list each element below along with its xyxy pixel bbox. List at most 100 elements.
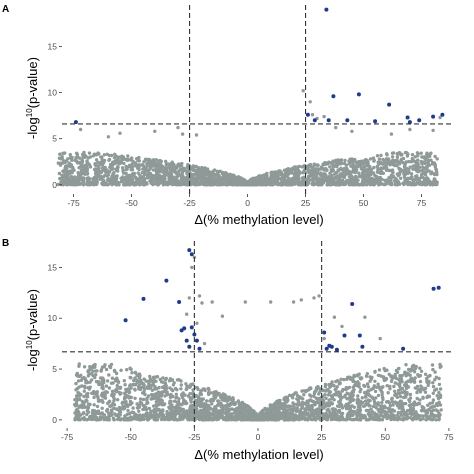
background-point (85, 167, 89, 171)
background-point (318, 387, 322, 391)
background-point (261, 408, 265, 412)
background-point (204, 169, 208, 173)
background-point (370, 410, 374, 414)
background-point (425, 395, 429, 400)
background-point (103, 182, 107, 187)
background-point (199, 392, 204, 397)
background-point (398, 383, 402, 387)
background-point (428, 154, 432, 158)
background-point (74, 178, 79, 182)
background-point (384, 181, 388, 186)
background-point (191, 167, 195, 172)
background-point (415, 164, 419, 168)
background-point (423, 161, 427, 166)
background-point (365, 382, 370, 386)
background-point (102, 153, 107, 157)
background-point (424, 155, 428, 159)
background-point (284, 181, 288, 185)
background-point (429, 172, 433, 176)
background-point (431, 398, 436, 402)
background-point (211, 399, 215, 403)
background-point (220, 179, 225, 183)
background-point (368, 375, 372, 379)
background-point (438, 387, 443, 391)
background-point (295, 407, 299, 411)
background-point (309, 398, 313, 402)
background-point (148, 174, 152, 178)
background-point (95, 180, 100, 184)
background-point (240, 182, 244, 186)
background-point (382, 378, 386, 383)
background-point (170, 182, 174, 186)
background-point (69, 175, 74, 179)
background-point (93, 163, 98, 167)
background-point (156, 173, 161, 177)
background-point (414, 177, 418, 182)
background-point (149, 165, 153, 169)
background-point (74, 388, 78, 392)
background-point (112, 156, 117, 160)
background-point (131, 406, 135, 410)
background-point (327, 160, 331, 164)
background-point (359, 387, 363, 392)
background-point (112, 417, 116, 422)
background-point (205, 182, 209, 187)
background-point (278, 169, 282, 173)
background-point (354, 174, 358, 179)
background-point (390, 400, 395, 404)
background-point (410, 412, 414, 416)
background-point (63, 175, 67, 179)
background-point (392, 158, 396, 163)
background-point (104, 367, 109, 372)
background-point (388, 160, 392, 164)
background-point (363, 168, 367, 172)
background-point (82, 394, 86, 399)
background-point (110, 389, 115, 393)
background-point (209, 183, 213, 187)
background-point (128, 366, 132, 370)
background-point (228, 414, 232, 419)
background-point (58, 152, 62, 156)
background-point (236, 399, 240, 403)
background-point (376, 167, 380, 172)
background-point (418, 379, 423, 384)
background-point (409, 175, 414, 179)
background-point (341, 171, 346, 175)
background-point (426, 403, 430, 407)
background-point (373, 369, 377, 374)
background-point (340, 389, 344, 393)
background-point (221, 182, 225, 186)
background-point (371, 404, 376, 409)
background-point (410, 416, 414, 421)
background-point (163, 377, 168, 382)
background-point (336, 174, 340, 178)
background-point (399, 153, 404, 157)
background-point (60, 180, 65, 184)
background-point (201, 403, 205, 407)
background-point (85, 172, 90, 176)
background-point (412, 400, 417, 404)
background-point (363, 159, 367, 163)
background-point (377, 157, 382, 161)
background-point (107, 386, 112, 390)
background-point (123, 383, 127, 387)
background-point (336, 159, 340, 164)
background-point (114, 389, 119, 394)
background-point (225, 175, 229, 179)
background-point (334, 162, 338, 167)
background-point (216, 416, 220, 420)
background-point (368, 165, 372, 169)
background-point (163, 172, 167, 176)
background-point (396, 418, 400, 422)
background-point (152, 404, 156, 408)
background-point (283, 174, 288, 178)
background-point (120, 401, 124, 405)
background-point (153, 175, 158, 180)
background-point (346, 169, 350, 174)
background-point (114, 176, 119, 181)
background-point (159, 402, 163, 406)
background-point (139, 378, 143, 383)
background-point (272, 417, 277, 421)
background-point (340, 178, 345, 183)
background-point (212, 177, 217, 181)
